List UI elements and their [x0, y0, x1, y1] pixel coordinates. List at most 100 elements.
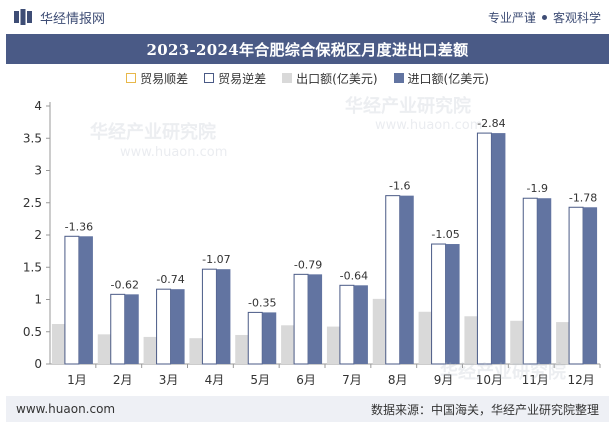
top-bar: 华经情报网 专业严谨 客观科学: [0, 0, 615, 34]
y-tick-label: 2: [34, 228, 42, 242]
bar-deficit: [64, 235, 80, 365]
legend-swatch-import: [393, 73, 404, 83]
watermark-text: 华经产业研究院: [90, 122, 216, 143]
data-label-deficit: -0.35: [248, 296, 276, 309]
x-tick-label: 9月: [434, 373, 454, 387]
bar-import: [308, 274, 323, 364]
data-label-deficit: -0.74: [156, 273, 184, 286]
bar-export: [281, 325, 296, 364]
data-label-deficit: -1.36: [65, 220, 93, 233]
x-tick-label: 1月: [67, 373, 87, 387]
dot-separator-icon: [541, 14, 547, 20]
bar-deficit: [568, 206, 584, 365]
legend-item-deficit: 贸易逆差: [204, 70, 266, 87]
bar-export: [464, 316, 479, 364]
y-tick-label: 4: [34, 99, 42, 113]
x-tick-label: 10月: [476, 373, 503, 387]
data-label-deficit: -1.07: [202, 253, 230, 266]
data-label-deficit: -0.62: [111, 278, 139, 291]
watermark-url: www.huaon.com: [375, 118, 483, 133]
bar-import: [216, 269, 231, 364]
data-label-deficit: -1.05: [431, 228, 459, 241]
x-tick-label: 6月: [296, 373, 316, 387]
bar-export: [372, 298, 387, 364]
bar-deficit: [476, 132, 492, 365]
tagline-left: 专业严谨: [487, 10, 536, 25]
x-tick-label: 8月: [388, 373, 408, 387]
legend-swatch-deficit: [204, 73, 215, 83]
y-tick-label: 3: [34, 164, 42, 178]
tagline: 专业严谨 客观科学: [488, 9, 601, 26]
x-tick-label: 3月: [159, 373, 179, 387]
watermark-text: 华经产业研究院: [345, 96, 471, 117]
bar-deficit: [339, 284, 355, 365]
tagline-right: 客观科学: [552, 10, 601, 25]
bar-export: [143, 336, 158, 364]
watermark-url: www.huaon.com: [120, 145, 228, 160]
bar-deficit: [522, 197, 538, 365]
brand: 华经情报网: [14, 8, 105, 27]
x-tick-label: 2月: [113, 373, 133, 387]
bar-export: [556, 322, 571, 364]
bar-import: [170, 289, 185, 364]
bar-deficit: [385, 195, 401, 365]
legend-swatch-surplus: [126, 73, 137, 83]
bar-import: [537, 198, 552, 364]
legend-item-surplus: 贸易顺差: [126, 70, 188, 87]
y-tick-label: 3.5: [23, 131, 42, 145]
y-tick-label: 2.5: [23, 196, 42, 210]
legend-item-export: 出口额(亿美元): [282, 70, 378, 87]
legend-label-import: 进口额(亿美元): [407, 71, 489, 86]
watermark-text: 华经产业研究院: [440, 362, 566, 383]
bar-export: [235, 334, 250, 364]
bar-deficit: [431, 243, 447, 365]
chart-plot: 0 0.5 1 1.5 2 2.5 3 3.5 4 -1.36 1月 -0.62 2月 -0.74 3月 -1…: [23, 99, 601, 387]
bar-import: [583, 207, 598, 364]
x-tick-label: 11月: [522, 373, 549, 387]
data-label-deficit: -1.6: [389, 180, 410, 193]
legend-label-export: 出口额(亿美元): [296, 71, 378, 86]
bar-export: [510, 320, 525, 364]
x-tick-label: 7月: [342, 373, 362, 387]
bar-export: [51, 324, 66, 364]
title-bar: 2023-2024年合肥综合保税区月度进出口差额: [6, 34, 609, 64]
legend-item-import: 进口额(亿美元): [393, 70, 489, 87]
data-label-deficit: -0.79: [294, 258, 322, 271]
bar-export: [326, 326, 341, 364]
legend-label-deficit: 贸易逆差: [218, 71, 267, 86]
data-label-deficit: -0.64: [340, 269, 368, 282]
bar-export: [418, 311, 433, 364]
bar-deficit: [201, 268, 217, 365]
bar-deficit: [156, 288, 172, 365]
brand-logo-icon: [14, 9, 32, 25]
data-label-deficit: -1.9: [527, 182, 548, 195]
bar-deficit: [247, 311, 263, 365]
bar-export: [97, 334, 112, 364]
bar-import: [445, 244, 460, 364]
legend-swatch-export: [282, 73, 293, 83]
bar-deficit: [110, 293, 126, 365]
x-tick-label: 5月: [250, 373, 270, 387]
x-tick-label: 12月: [567, 373, 594, 387]
legend-label-surplus: 贸易顺差: [140, 71, 189, 86]
data-label-deficit: -2.84: [477, 117, 505, 130]
y-tick-label: 0: [34, 357, 42, 371]
bar-import: [124, 294, 139, 364]
bar-import: [399, 195, 414, 364]
footer-source: 数据来源：中国海关，华经产业研究院整理: [370, 402, 599, 417]
bar-import: [491, 133, 506, 364]
chart-title: 2023-2024年合肥综合保税区月度进出口差额: [146, 40, 469, 59]
chart-legend: 贸易顺差 贸易逆差 出口额(亿美元) 进口额(亿美元): [0, 66, 615, 90]
x-tick-label: 4月: [205, 373, 225, 387]
y-tick-label: 1: [34, 293, 42, 307]
data-label-deficit: -1.78: [569, 191, 597, 204]
bar-export: [189, 338, 204, 364]
footer-bar: www.huaon.com 数据来源：中国海关，华经产业研究院整理: [6, 396, 609, 422]
y-tick-label: 1.5: [23, 260, 42, 274]
bar-import: [353, 285, 368, 364]
bar-import: [262, 312, 277, 364]
bar-import: [78, 236, 93, 364]
bar-deficit: [293, 273, 309, 365]
brand-name: 华经情报网: [40, 11, 106, 27]
footer-website: www.huaon.com: [16, 402, 116, 416]
